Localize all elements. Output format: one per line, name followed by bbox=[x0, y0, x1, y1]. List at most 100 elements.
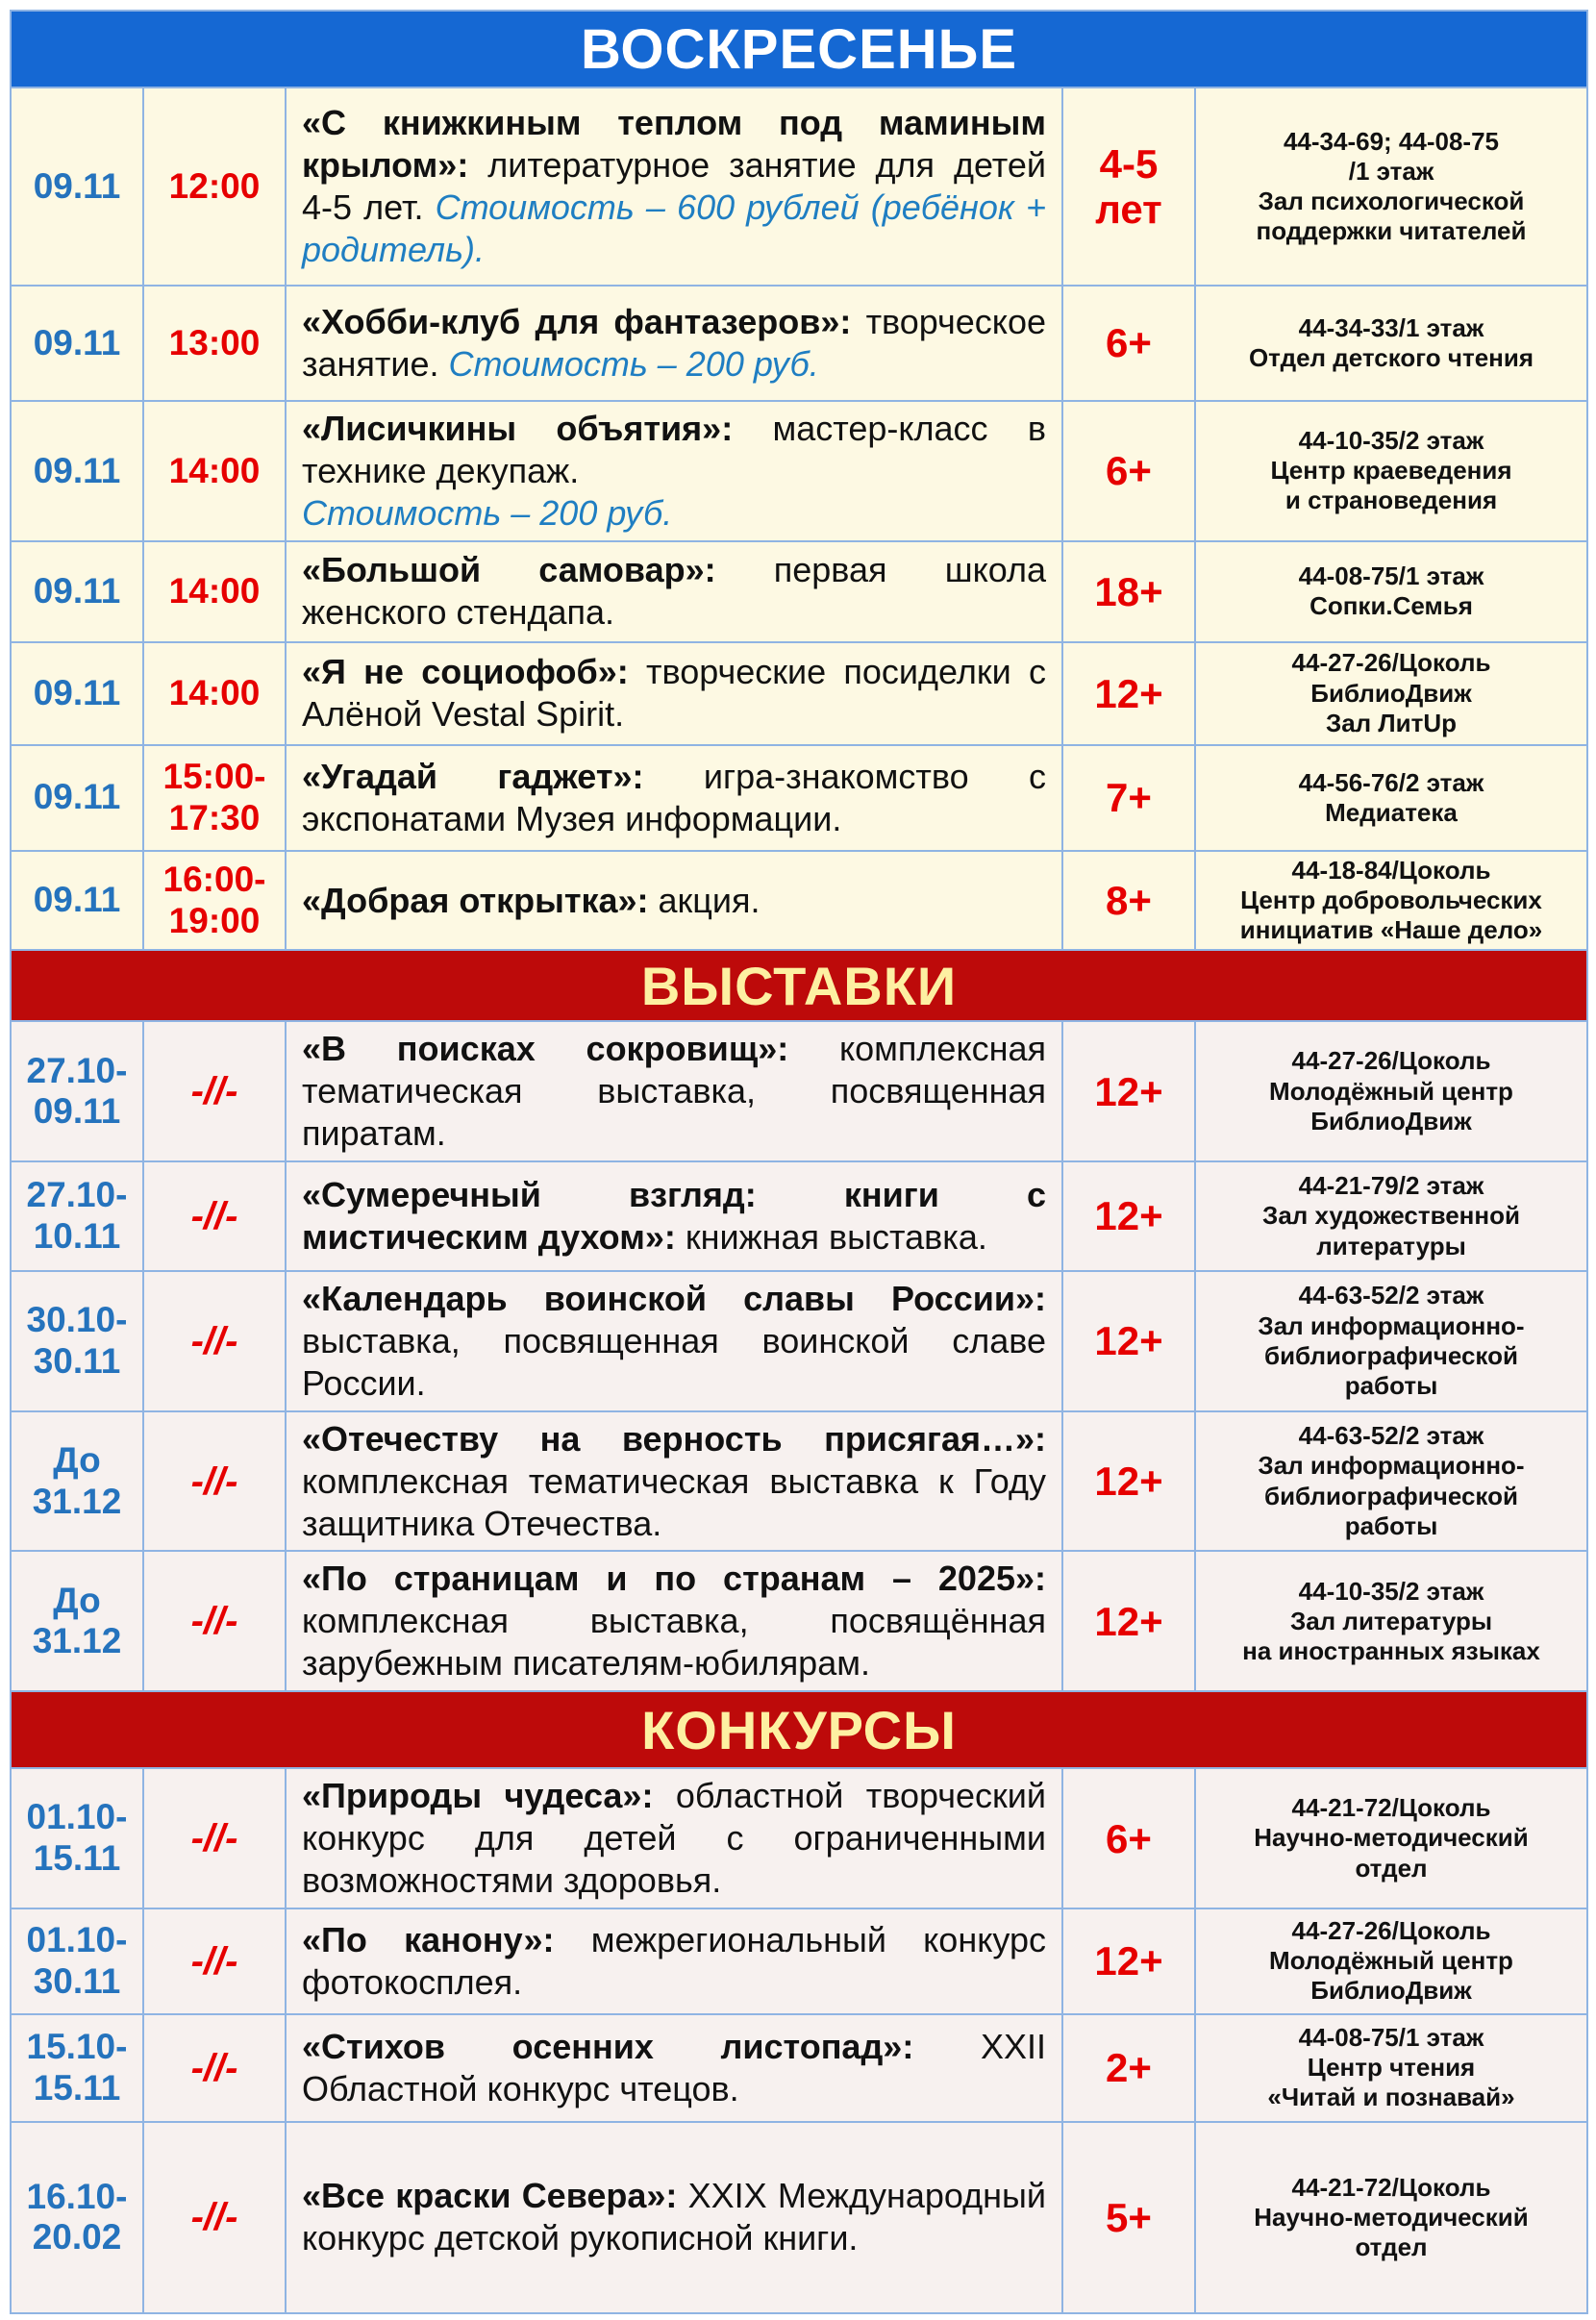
location-cell: 44-08-75/1 этаж Центр чтения «Читай и по… bbox=[1194, 2012, 1588, 2123]
event-title: «В поисках сокровищ»: bbox=[302, 1029, 789, 1069]
age-badge: 6+ bbox=[1061, 1767, 1196, 1909]
location-cell: 44-18-84/Цоколь Центр добровольческих ин… bbox=[1194, 849, 1588, 952]
time-cell: 14:00 bbox=[142, 640, 287, 746]
event-text: комплексная выставка, посвящённая зарубе… bbox=[302, 1601, 1046, 1684]
event-description: «Отечеству на верность присягая…»: компл… bbox=[285, 1409, 1063, 1553]
event-description: «Природы чудеса»: областной творческий к… bbox=[285, 1767, 1063, 1909]
age-badge: 6+ bbox=[1061, 285, 1196, 402]
event-title: «Стихов осенних листопад»: bbox=[302, 2026, 914, 2066]
date-cell: 09.11 bbox=[10, 400, 144, 542]
event-text: творческие посиделки с Алёной Vestal Spi… bbox=[302, 652, 1046, 735]
location-cell: 44-63-52/2 этаж Зал информационно- библи… bbox=[1194, 1409, 1588, 1553]
event-text: первая школа женского стендапа. bbox=[302, 550, 1046, 633]
age-badge: 6+ bbox=[1061, 400, 1196, 542]
event-title: «Календарь воинской славы России»: bbox=[302, 1279, 1046, 1318]
schedule-row: 09.11 13:00 «Хобби-клуб для фантазеров»:… bbox=[10, 285, 1588, 402]
event-title: «Лисичкины объятия»: bbox=[302, 409, 734, 448]
time-cell: -//- bbox=[142, 2012, 287, 2123]
event-description: «Я не социофоб»: творческие посиделки с … bbox=[285, 640, 1063, 746]
location-cell: 44-21-72/Цоколь Научно-методический отде… bbox=[1194, 1767, 1588, 1909]
event-text: комплексная тематическая выставка, посвя… bbox=[302, 1029, 1046, 1154]
event-title: «Я не социофоб»: bbox=[302, 652, 629, 692]
schedule-row: 09.11 15:00- 17:30 «Угадай гаджет»: игра… bbox=[10, 743, 1588, 852]
location-cell: 44-34-69; 44-08-75 /1 этаж Зал психологи… bbox=[1194, 87, 1588, 287]
event-title: «Угадай гаджет»: bbox=[302, 756, 644, 796]
event-description: «Стихов осенних листопад»: XXII Областно… bbox=[285, 2012, 1063, 2123]
event-description: «С книжкиным теплом под маминым крылом»:… bbox=[285, 87, 1063, 287]
time-cell: -//- bbox=[142, 1160, 287, 1272]
age-badge: 7+ bbox=[1061, 743, 1196, 852]
section-title-contests: КОНКУРСЫ bbox=[10, 1690, 1588, 1770]
event-cost: Стоимость – 200 руб. bbox=[448, 344, 819, 384]
event-description: «По канону»: межрегиональный конкурс фот… bbox=[285, 1907, 1063, 2015]
schedule-row: До 31.12 -//- «По страницам и по странам… bbox=[10, 1550, 1588, 1693]
schedule-row: 01.10- 15.11 -//- «Природы чудеса»: обла… bbox=[10, 1767, 1588, 1909]
age-badge: 2+ bbox=[1061, 2012, 1196, 2123]
location-cell: 44-27-26/Цоколь Молодёжный центр БиблиоД… bbox=[1194, 1020, 1588, 1162]
schedule-row: 09.11 16:00- 19:00 «Добрая открытка»: ак… bbox=[10, 849, 1588, 952]
age-badge: 8+ bbox=[1061, 849, 1196, 952]
age-badge: 12+ bbox=[1061, 1160, 1196, 1272]
event-title: «Добрая открытка»: bbox=[302, 880, 649, 920]
schedule-row: 15.10- 15.11 -//- «Стихов осенних листоп… bbox=[10, 2012, 1588, 2123]
schedule-row: 09.11 14:00 «Большой самовар»: первая шк… bbox=[10, 539, 1588, 643]
date-cell: До 31.12 bbox=[10, 1550, 144, 1693]
event-title: «По канону»: bbox=[302, 1919, 555, 1959]
event-text: творческое занятие. bbox=[302, 302, 1046, 384]
event-description: «Хобби-клуб для фантазеров»: творческое … bbox=[285, 285, 1063, 402]
event-text: книжная выставка. bbox=[675, 1217, 987, 1257]
time-cell: -//- bbox=[142, 1020, 287, 1162]
event-title: «По страницам и по странам – 2025»: bbox=[302, 1559, 1046, 1599]
event-cost: Стоимость – 200 руб. bbox=[302, 492, 673, 533]
schedule-row: 27.10- 09.11 -//- «В поисках сокровищ»: … bbox=[10, 1020, 1588, 1162]
event-text: мастер-класс в технике декупаж. bbox=[302, 409, 1046, 490]
event-text: литературное занятие для детей 4-5 лет. bbox=[302, 145, 1046, 227]
age-badge: 18+ bbox=[1061, 539, 1196, 643]
section-header-exhibitions: ВЫСТАВКИ bbox=[10, 949, 1588, 1023]
location-cell: 44-27-26/Цоколь БиблиоДвиж Зал ЛитUp bbox=[1194, 640, 1588, 746]
location-cell: 44-08-75/1 этаж Сопки.Семья bbox=[1194, 539, 1588, 643]
time-cell: 16:00- 19:00 bbox=[142, 849, 287, 952]
event-description: «Календарь воинской славы России»: выста… bbox=[285, 1270, 1063, 1412]
date-cell: 09.11 bbox=[10, 87, 144, 287]
event-text: игра-знакомство с экспонатами Музея инфо… bbox=[302, 756, 1046, 838]
age-badge: 12+ bbox=[1061, 1270, 1196, 1412]
event-title: «Природы чудеса»: bbox=[302, 1776, 654, 1816]
time-cell: 13:00 bbox=[142, 285, 287, 402]
time-cell: -//- bbox=[142, 1907, 287, 2015]
date-cell: 16.10- 20.02 bbox=[10, 2120, 144, 2314]
date-cell: 30.10- 30.11 bbox=[10, 1270, 144, 1412]
event-title: «Все краски Севера»: bbox=[302, 2176, 678, 2216]
age-badge: 12+ bbox=[1061, 640, 1196, 746]
time-cell: -//- bbox=[142, 1409, 287, 1553]
schedule-row: 09.11 12:00 «С книжкиным теплом под мами… bbox=[10, 87, 1588, 287]
event-description: «Большой самовар»: первая школа женского… bbox=[285, 539, 1063, 643]
date-cell: 09.11 bbox=[10, 539, 144, 643]
location-cell: 44-21-79/2 этаж Зал художественной литер… bbox=[1194, 1160, 1588, 1272]
schedule-row: 09.11 14:00 «Я не социофоб»: творческие … bbox=[10, 640, 1588, 746]
schedule-row: 16.10- 20.02 -//- «Все краски Севера»: X… bbox=[10, 2120, 1588, 2314]
location-cell: 44-21-72/Цоколь Научно-методический отде… bbox=[1194, 2120, 1588, 2314]
schedule-row: До 31.12 -//- «Отечеству на верность при… bbox=[10, 1409, 1588, 1553]
age-badge: 12+ bbox=[1061, 1907, 1196, 2015]
event-description: «Добрая открытка»: акция. bbox=[285, 849, 1063, 952]
event-description: «По страницам и по странам – 2025»: комп… bbox=[285, 1550, 1063, 1693]
section-title-sunday: ВОСКРЕСЕНЬЕ bbox=[10, 10, 1588, 88]
schedule-poster: ВОСКРЕСЕНЬЕ 09.11 12:00 «С книжкиным теп… bbox=[10, 10, 1588, 2314]
event-cost: Стоимость – 600 рублей (ребёнок + родите… bbox=[302, 187, 1057, 269]
location-cell: 44-10-35/2 этаж Центр краеведения и стра… bbox=[1194, 400, 1588, 542]
time-cell: -//- bbox=[142, 2120, 287, 2314]
age-badge: 12+ bbox=[1061, 1020, 1196, 1162]
event-description: «В поисках сокровищ»: комплексная темати… bbox=[285, 1020, 1063, 1162]
date-cell: 09.11 bbox=[10, 640, 144, 746]
event-text: областной творческий конкурс для детей с… bbox=[302, 1776, 1046, 1900]
event-text: XXII Областной конкурс чтецов. bbox=[302, 2026, 1047, 2108]
event-description: «Лисичкины объятия»: мастер-класс в техн… bbox=[285, 400, 1063, 542]
location-cell: 44-27-26/Цоколь Молодёжный центр БиблиоД… bbox=[1194, 1907, 1588, 2015]
event-text: межрегиональный конкурс фотокосплея. bbox=[302, 1919, 1046, 2002]
section-header-contests: КОНКУРСЫ bbox=[10, 1690, 1588, 1770]
date-cell: 15.10- 15.11 bbox=[10, 2012, 144, 2123]
event-text: комплексная тематическая выставка к Году… bbox=[302, 1460, 1046, 1543]
time-cell: 12:00 bbox=[142, 87, 287, 287]
event-title: «Большой самовар»: bbox=[302, 550, 716, 590]
